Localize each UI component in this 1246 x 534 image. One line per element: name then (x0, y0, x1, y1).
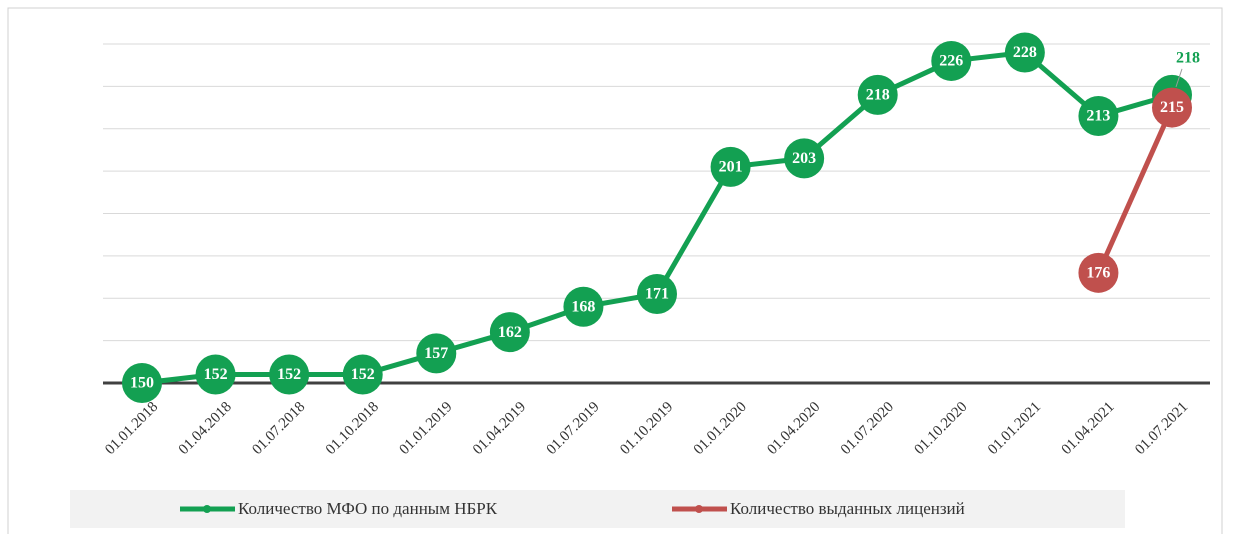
point (710, 146, 751, 187)
point (857, 74, 898, 115)
point (342, 354, 383, 395)
data-label: 157 (424, 345, 448, 362)
data-label: 213 (1086, 108, 1110, 125)
data-label: 218 (866, 87, 890, 104)
data-label: 162 (498, 324, 522, 341)
point (1078, 252, 1119, 293)
point (416, 333, 457, 374)
legend-dot (695, 505, 703, 513)
point (1004, 32, 1045, 73)
data-label: 228 (1013, 44, 1037, 61)
data-label: 176 (1086, 264, 1110, 281)
legend-dot (203, 505, 211, 513)
data-label: 150 (130, 375, 154, 392)
data-label: 201 (719, 159, 743, 176)
data-label: 152 (277, 366, 301, 383)
data-label: 215 (1160, 99, 1184, 116)
point (1152, 87, 1192, 128)
data-label: 203 (792, 150, 816, 167)
point (784, 138, 825, 179)
legend-label: Количество выданных лицензий (730, 499, 965, 518)
legend-box (70, 490, 1125, 528)
point (122, 363, 162, 403)
point (1078, 96, 1119, 137)
point (269, 354, 310, 395)
data-label: 152 (351, 366, 375, 383)
data-label: 226 (939, 53, 963, 70)
series-line (1096, 106, 1175, 274)
point (637, 274, 677, 315)
leader (1175, 68, 1183, 88)
point (563, 286, 604, 327)
data-label: 171 (645, 286, 669, 303)
data-label: 152 (204, 366, 228, 383)
point (195, 354, 236, 395)
data-label: 168 (571, 298, 595, 315)
point (489, 312, 530, 353)
legend-label: Количество МФО по данным НБРК (238, 499, 498, 518)
data-label: 218 (1176, 50, 1200, 67)
chart-frame (7, 7, 1223, 534)
point (931, 40, 972, 81)
